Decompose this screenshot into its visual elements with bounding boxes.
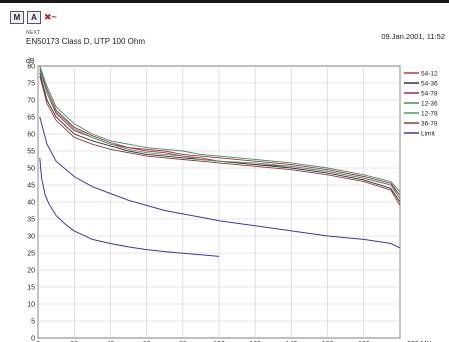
cursor-button[interactable]: ✖~ xyxy=(44,12,57,22)
y-tick-label: 25 xyxy=(27,251,35,258)
y-tick-label: 5 xyxy=(31,319,35,326)
series-line-54-36 xyxy=(39,72,401,203)
y-tick-label: 10 xyxy=(27,302,35,309)
legend-label-54-36: 54-36 xyxy=(421,81,438,88)
y-tick-label: 60 xyxy=(27,132,35,139)
y-tick-label: 55 xyxy=(27,149,35,156)
series-line-limit xyxy=(39,116,401,249)
y-tick-label: 0 xyxy=(31,336,35,342)
y-tick-label: 80 xyxy=(27,64,35,71)
test-title: EN50173 Class D, UTP 100 Ohm xyxy=(26,37,146,46)
series-line-12-78 xyxy=(39,69,401,196)
y-tick-label: 15 xyxy=(27,285,35,292)
m-button[interactable]: M xyxy=(10,11,24,24)
next-label: NEXT xyxy=(26,30,41,36)
y-tick-label: 35 xyxy=(27,217,35,224)
a-button[interactable]: A xyxy=(27,11,41,24)
legend-label-36-78: 36-78 xyxy=(421,121,438,128)
y-tick-label: 45 xyxy=(27,183,35,190)
series-line-54-78 xyxy=(39,69,401,196)
y-tick-label: 20 xyxy=(27,268,35,275)
y-axis-label: dB xyxy=(26,58,35,65)
y-tick-label: 40 xyxy=(27,200,35,207)
legend-label-54-78: 54-78 xyxy=(421,91,438,98)
timestamp: 09.Jan.2001, 11:52 xyxy=(381,32,445,41)
y-tick-label: 50 xyxy=(27,166,35,173)
y-tick-label: 75 xyxy=(27,81,35,88)
top-border xyxy=(0,0,449,3)
toolbar: M A ✖~ xyxy=(10,11,57,24)
series-line-36-78 xyxy=(39,76,401,206)
series-line-limit-2 xyxy=(39,157,220,257)
y-tick-label: 30 xyxy=(27,234,35,241)
legend-label-12-78: 12-78 xyxy=(421,111,438,118)
y-tick-label: 65 xyxy=(27,115,35,122)
legend-label-54-12: 54-12 xyxy=(421,71,438,78)
series-line-12-36 xyxy=(39,65,401,193)
legend-label-12-36: 12-36 xyxy=(421,101,438,108)
legend-label-limit: Limit xyxy=(421,131,435,138)
y-tick-label: 70 xyxy=(27,98,35,105)
